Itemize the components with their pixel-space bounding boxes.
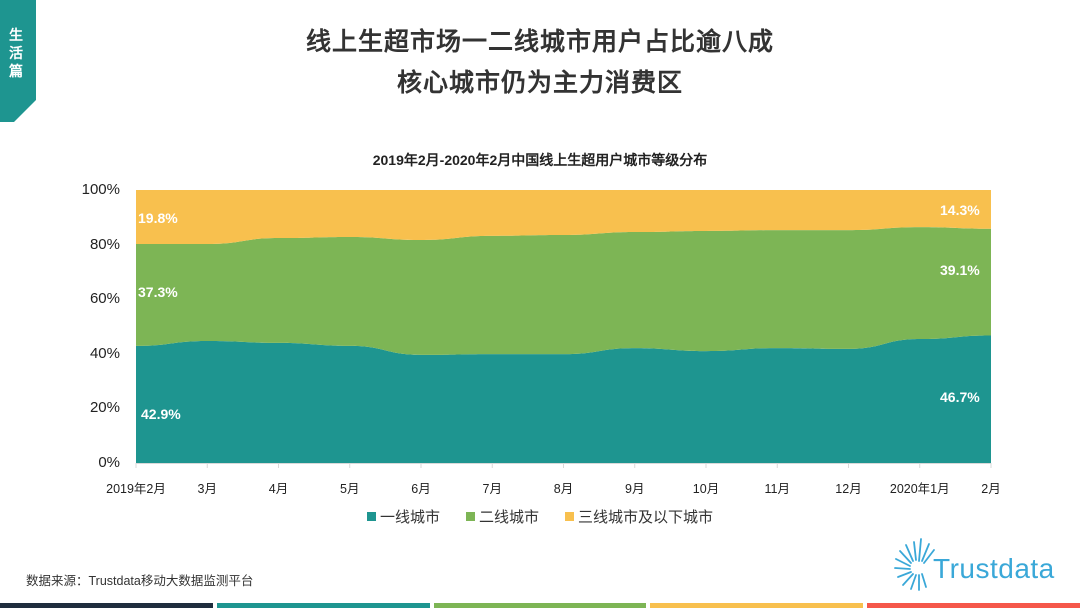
- chart-legend: 一线城市 二线城市 三线城市及以下城市: [0, 506, 1080, 527]
- x-tick-label: 2月: [981, 482, 1001, 496]
- data-label: 46.7%: [940, 389, 980, 405]
- x-tick-label: 5月: [340, 482, 360, 496]
- y-tick-label: 100%: [81, 181, 120, 198]
- footer-segment-green: [433, 603, 647, 608]
- footer-segment-red: [867, 603, 1080, 608]
- footer-color-bar: [0, 603, 1080, 608]
- legend-label: 三线城市及以下城市: [578, 509, 714, 526]
- page-subtitle: 核心城市仍为主力消费区: [396, 69, 683, 97]
- y-tick-label: 60%: [89, 290, 120, 308]
- legend-swatch-icon: [465, 512, 475, 521]
- data-label: 37.3%: [138, 284, 178, 300]
- legend-item-tier1: 一线城市: [366, 506, 440, 527]
- data-source-note: 数据来源：Trustdata移动大数据监测平台: [26, 574, 254, 588]
- section-tab: 生 活 篇: [0, 0, 36, 122]
- x-tick-label: 6月: [411, 482, 431, 496]
- x-tick-label: 11月: [764, 482, 790, 496]
- area-series-1: [136, 227, 991, 355]
- legend-swatch-icon: [565, 512, 574, 521]
- y-tick-label: 40%: [89, 344, 120, 362]
- trustdata-logo: Trustdata: [893, 536, 1073, 591]
- data-label: 39.1%: [940, 262, 980, 278]
- x-tick-label: 12月: [835, 482, 862, 496]
- x-tick-label: 2019年2月: [106, 482, 166, 496]
- chart-title: 2019年2月-2020年2月中国线上生超用户城市等级分布: [372, 152, 708, 168]
- x-tick-label: 4月: [268, 482, 289, 496]
- section-tab-label: 生 活 篇: [0, 26, 32, 80]
- y-tick-label: 20%: [89, 399, 120, 417]
- data-label: 42.9%: [141, 406, 181, 422]
- x-tick-label: 9月: [625, 482, 645, 496]
- legend-swatch-icon: [366, 512, 376, 521]
- footer-segment-yellow: [650, 603, 864, 608]
- sunburst-icon: [894, 538, 935, 591]
- x-tick-label: 3月: [197, 482, 217, 496]
- section-tab-shape: [0, 0, 36, 122]
- logo-text: Trustdata: [933, 553, 1055, 584]
- x-tick-label: 10月: [692, 482, 720, 496]
- x-tick-label: 8月: [553, 482, 574, 496]
- data-label: 19.8%: [138, 210, 178, 226]
- legend-label: 一线城市: [379, 509, 440, 526]
- legend-item-tier3: 三线城市及以下城市: [565, 506, 713, 527]
- legend-label: 二线城市: [478, 509, 539, 526]
- x-tick-label: 2020年1月: [889, 482, 950, 496]
- section-tab-char: 生: [9, 27, 23, 43]
- section-tab-char: 活: [9, 45, 23, 61]
- footer-segment-navy: [0, 603, 213, 608]
- footer-segment-teal: [216, 603, 430, 608]
- y-tick-label: 0%: [98, 454, 120, 471]
- area-series-2: [136, 190, 991, 245]
- y-tick-label: 80%: [89, 235, 120, 253]
- legend-item-tier2: 二线城市: [465, 506, 539, 527]
- page-title: 线上生超市场一二线城市用户占比逾八成: [305, 28, 774, 56]
- x-tick-label: 7月: [482, 482, 502, 496]
- section-tab-char: 篇: [9, 63, 23, 79]
- area-series-0: [136, 335, 991, 463]
- data-label: 14.3%: [940, 202, 980, 218]
